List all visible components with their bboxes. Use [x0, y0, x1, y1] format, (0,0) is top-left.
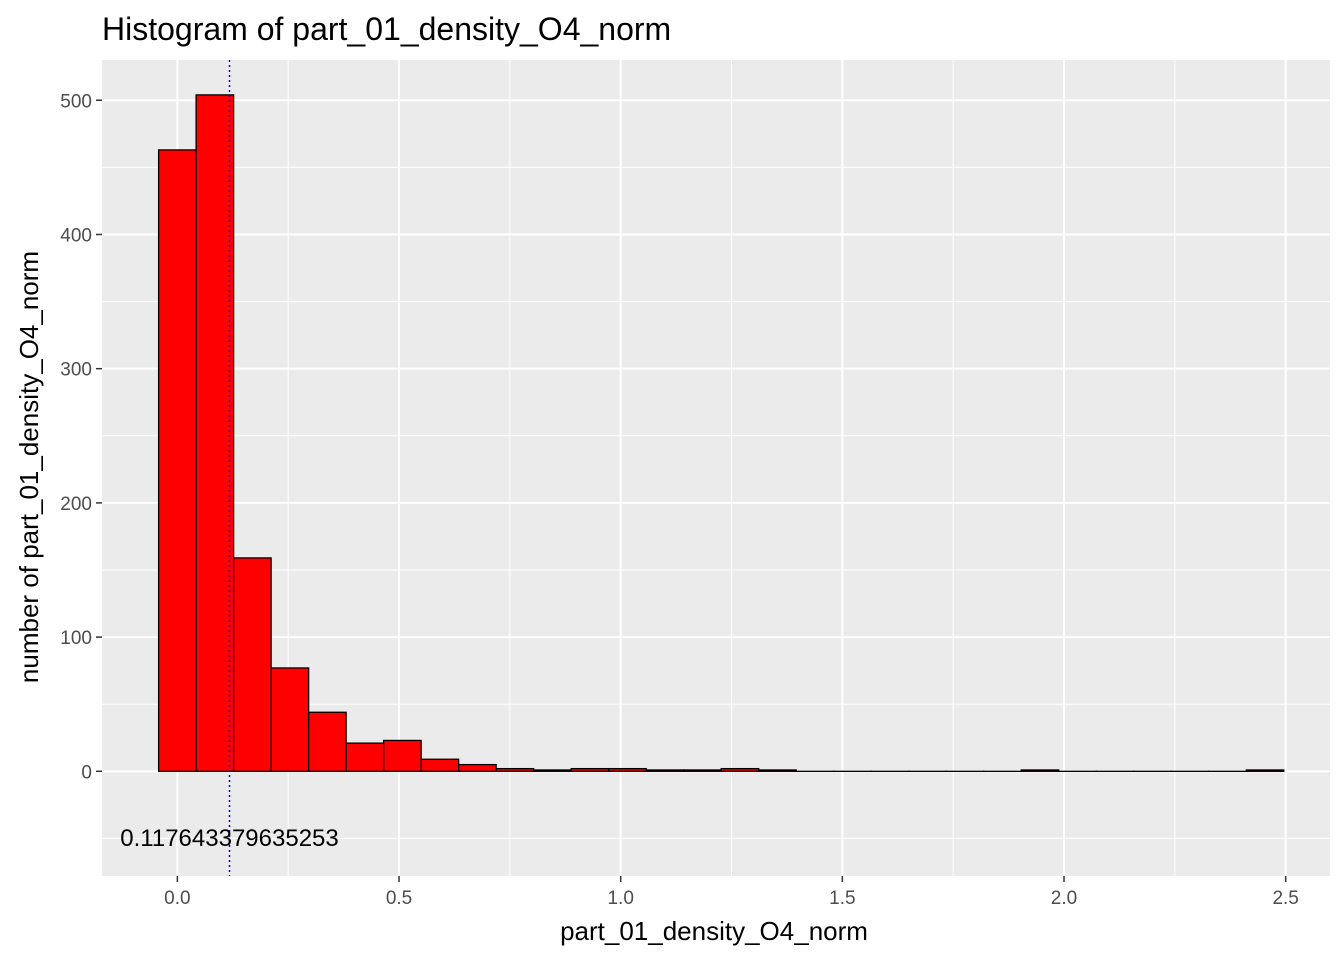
histogram-bar — [195, 94, 235, 772]
histogram-bar — [495, 767, 535, 772]
histogram-bar — [270, 667, 310, 772]
x-tick-label: 1.0 — [607, 888, 633, 909]
histogram-bar — [645, 769, 685, 772]
x-tick-label: 0.5 — [386, 888, 412, 909]
histogram-bar — [232, 557, 272, 772]
minor-gridlines — [102, 60, 1330, 876]
histogram-bar — [1245, 769, 1285, 772]
histogram-bar — [720, 767, 760, 772]
histogram-bar — [608, 767, 647, 772]
histogram-bar — [758, 769, 797, 772]
x-tick-label: 2.0 — [1051, 888, 1077, 909]
x-tick-label: 2.5 — [1272, 888, 1298, 909]
y-tick-label: 0 — [81, 762, 92, 783]
histogram-bar — [345, 742, 385, 772]
histogram-bar — [420, 758, 460, 772]
histogram-bar — [307, 711, 347, 772]
histogram-bar — [382, 739, 422, 772]
reference-line-label: 0.117643379635253 — [120, 825, 338, 852]
histogram-bar — [1020, 769, 1060, 772]
histogram-bars — [157, 94, 1285, 772]
y-tick-label: 200 — [60, 494, 92, 515]
chart-title: Histogram of part_01_density_O4_norm — [102, 11, 671, 47]
y-tick-label: 300 — [60, 360, 92, 381]
y-tick-label: 400 — [60, 225, 92, 246]
axis-ticks: 0.0 0.5 1.0 1.5 2.0 2.5 0 100 200 300 400 500 — [60, 91, 1299, 909]
histogram-bar — [570, 767, 610, 772]
y-axis-title: number of part_01_density_O4_norm — [14, 251, 44, 683]
histogram-bar — [533, 769, 572, 772]
histogram-bar — [683, 769, 722, 772]
x-tick-label: 1.5 — [829, 888, 855, 909]
x-axis-title: part_01_density_O4_norm — [560, 916, 868, 946]
histogram-bar — [458, 763, 497, 772]
x-tick-label: 0.0 — [164, 888, 190, 909]
histogram-bar — [157, 149, 197, 772]
y-tick-label: 500 — [60, 91, 92, 112]
y-tick-label: 100 — [60, 628, 92, 649]
